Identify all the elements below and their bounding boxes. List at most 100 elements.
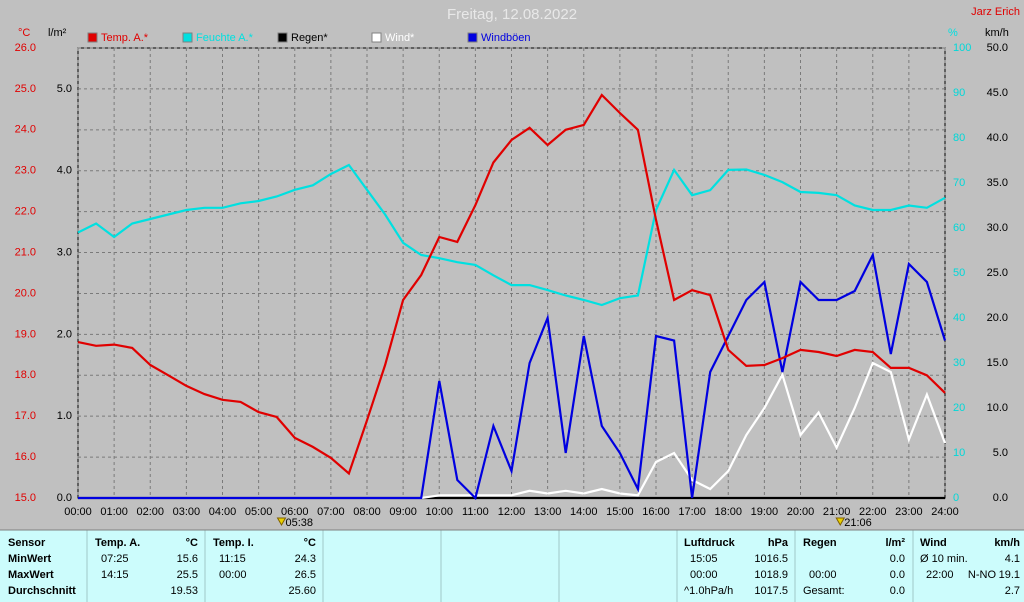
table-cell: 14:15 (101, 569, 129, 581)
table-cell: 00:00 (690, 569, 718, 581)
y4ticks-label: 0.0 (993, 492, 1008, 504)
row-label: Durchschnitt (8, 585, 76, 597)
yticks-label: 19.0 (15, 328, 36, 340)
table-cell: 00:00 (809, 569, 837, 581)
table-value: 15.6 (177, 553, 198, 565)
table-cell: ^1.0hPa/h (684, 585, 733, 597)
table-cell: 11:15 (219, 553, 246, 565)
x-tick-label: 23:00 (895, 506, 923, 518)
y3ticks-label: 20 (953, 402, 965, 414)
y4ticks-label: 30.0 (987, 222, 1008, 234)
author: Jarz Erich (971, 6, 1020, 18)
sunset-icon (835, 517, 846, 527)
yticks-label: 24.0 (15, 124, 36, 136)
x-tick-label: 18:00 (714, 506, 742, 518)
table-cell: Ø 10 min. (920, 553, 968, 565)
y3ticks-label: 30 (953, 357, 965, 369)
x-tick-label: 19:00 (751, 506, 779, 518)
table-value: 0.0 (890, 585, 905, 597)
y3ticks-label: 100 (953, 42, 971, 54)
yticks-label: 21.0 (15, 246, 36, 258)
x-tick-label: 21:00 (823, 506, 851, 518)
x-tick-label: 02:00 (136, 506, 164, 518)
block-unit: °C (304, 537, 316, 549)
y3ticks-label: 0 (953, 492, 959, 504)
y2ticks-label: 3.0 (57, 246, 72, 258)
x-tick-label: 20:00 (787, 506, 815, 518)
x-tick-label: 12:00 (498, 506, 526, 518)
legend-label: Windböen (481, 32, 531, 44)
yticks-label: 15.0 (15, 492, 36, 504)
y3-axis-label: % (948, 27, 958, 39)
y4ticks-label: 5.0 (993, 447, 1008, 459)
stats-background (0, 530, 1024, 602)
x-tick-label: 24:00 (931, 506, 959, 518)
legend-swatch (467, 32, 478, 43)
series-line (78, 251, 947, 501)
sunset-label: 21:06 (844, 517, 872, 529)
y4ticks-label: 15.0 (987, 357, 1008, 369)
x-tick-label: 14:00 (570, 506, 598, 518)
table-value: 4.1 (1005, 553, 1020, 565)
table-cell: 07:25 (101, 553, 129, 565)
x-tick-label: 04:00 (209, 506, 237, 518)
yticks-label: 25.0 (15, 83, 36, 95)
table-value: 1016.5 (754, 553, 788, 565)
yticks-label: 18.0 (15, 369, 36, 381)
y2ticks-label: 2.0 (57, 328, 72, 340)
block-unit: °C (186, 537, 198, 549)
x-tick-label: 15:00 (606, 506, 634, 518)
block-header: Regen (803, 537, 837, 549)
yticks-label: 17.0 (15, 410, 36, 422)
y4ticks-label: 25.0 (987, 267, 1008, 279)
legend-label: Temp. A.* (101, 32, 149, 44)
legend-swatch (87, 32, 98, 43)
x-tick-label: 07:00 (317, 506, 345, 518)
table-cell: 00:00 (219, 569, 247, 581)
x-tick-label: 08:00 (353, 506, 381, 518)
y4ticks-label: 45.0 (987, 87, 1008, 99)
row-label: MaxWert (8, 569, 54, 581)
yticks-label: 23.0 (15, 165, 36, 177)
legend-swatch (182, 32, 193, 43)
x-tick-label: 05:00 (245, 506, 273, 518)
series-line (77, 163, 946, 307)
table-value: 1017.5 (754, 585, 788, 597)
y4-axis-label: km/h (985, 27, 1009, 39)
y3ticks-label: 80 (953, 132, 965, 144)
block-unit: hPa (768, 537, 789, 549)
y3ticks-label: 40 (953, 312, 965, 324)
series-line (77, 93, 946, 476)
table-cell: Gesamt: (803, 585, 845, 597)
y3ticks-label: 10 (953, 447, 965, 459)
x-tick-label: 06:00 (281, 506, 309, 518)
table-value: 25.60 (288, 585, 316, 597)
yticks-label: 20.0 (15, 287, 36, 299)
table-value: 0.0 (890, 569, 905, 581)
table-value: 26.5 (295, 569, 316, 581)
x-tick-label: 10:00 (425, 506, 453, 518)
y2ticks-label: 0.0 (57, 492, 72, 504)
y3ticks-label: 70 (953, 177, 965, 189)
block-header: Luftdruck (684, 537, 736, 549)
yticks-label: 16.0 (15, 451, 36, 463)
table-cell: 22:00 (926, 569, 954, 581)
legend-label: Feuchte A.* (196, 32, 254, 44)
x-tick-label: 22:00 (859, 506, 887, 518)
y-axis-label: °C (18, 27, 30, 39)
table-value: 19.1 (999, 569, 1020, 581)
x-tick-label: 09:00 (389, 506, 417, 518)
x-tick-label: 16:00 (642, 506, 670, 518)
x-tick-label: 13:00 (534, 506, 562, 518)
y4ticks-label: 50.0 (987, 42, 1008, 54)
y3ticks-label: 50 (953, 267, 965, 279)
block-header: Wind (920, 537, 947, 549)
legend-swatch (277, 32, 288, 43)
y2ticks-label: 5.0 (57, 83, 72, 95)
block-header: Temp. A. (95, 537, 140, 549)
legend-swatch (371, 32, 382, 43)
block-unit: km/h (994, 537, 1020, 549)
x-tick-label: 01:00 (100, 506, 128, 518)
